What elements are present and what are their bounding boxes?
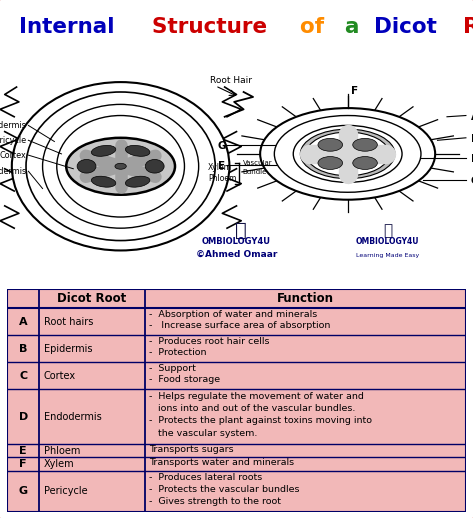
Text: Pericycle: Pericycle [44,486,88,496]
Text: B: B [471,134,473,144]
Text: -   Increase surface area of absorption: - Increase surface area of absorption [149,321,331,330]
Text: Structure: Structure [152,17,275,37]
Ellipse shape [12,82,229,251]
Text: Cortex: Cortex [0,151,26,160]
Text: ©Ahmed Omaar: ©Ahmed Omaar [196,250,277,258]
Text: -  Helps regulate the movement of water and: - Helps regulate the movement of water a… [149,392,364,401]
Ellipse shape [91,176,116,187]
Text: -  Support: - Support [149,364,196,373]
Text: Dicot: Dicot [374,17,445,37]
Text: Internal: Internal [18,17,122,37]
Circle shape [306,132,389,176]
Text: Cortex: Cortex [44,371,76,381]
Text: B: B [19,344,27,354]
Text: OMBIOLOGY4U: OMBIOLOGY4U [202,237,271,246]
Text: A: A [19,316,27,326]
Text: Pericycle: Pericycle [0,136,26,145]
Ellipse shape [353,156,377,169]
Ellipse shape [125,146,150,156]
Text: Xylem: Xylem [44,459,74,469]
Text: C: C [19,371,27,381]
Text: Transports water and minerals: Transports water and minerals [149,458,295,467]
Circle shape [260,108,435,200]
Text: F: F [351,86,359,96]
Ellipse shape [318,138,342,151]
Text: E: E [19,445,27,456]
Circle shape [274,116,421,192]
Text: of: of [300,17,332,37]
Circle shape [293,125,402,182]
Ellipse shape [57,116,184,217]
Text: Xylem: Xylem [208,163,232,172]
Text: C: C [471,176,473,186]
Text: Endodermis: Endodermis [44,412,102,422]
Ellipse shape [145,160,164,173]
Text: E: E [218,161,225,171]
Text: -  Absorption of water and minerals: - Absorption of water and minerals [149,310,317,319]
Circle shape [300,129,395,179]
Ellipse shape [26,92,215,240]
Text: F: F [19,459,27,469]
Text: 🔬: 🔬 [236,221,247,240]
Text: -  Produces lateral roots: - Produces lateral roots [149,473,263,482]
Text: the vascular system.: the vascular system. [149,429,258,438]
Text: -  Protection: - Protection [149,348,207,357]
Text: Epidermis: Epidermis [44,344,92,354]
Ellipse shape [125,176,150,187]
Text: -  Food storage: - Food storage [149,376,220,384]
Circle shape [66,138,175,195]
Text: Phloem: Phloem [44,445,80,456]
Ellipse shape [91,146,116,156]
Text: Transports sugars: Transports sugars [149,444,234,454]
Text: Phloem: Phloem [208,174,236,183]
Text: G: G [18,486,28,496]
Text: Root: Root [463,17,473,37]
Text: Vascular: Vascular [243,160,272,166]
Text: Bundle: Bundle [243,169,267,176]
Text: -  Protects the plant against toxins moving into: - Protects the plant against toxins movi… [149,416,372,425]
Text: D: D [18,412,28,422]
Text: 🔬: 🔬 [383,223,393,238]
Text: A: A [471,112,473,122]
Text: Learning Made Easy: Learning Made Easy [356,253,420,257]
Ellipse shape [353,138,377,151]
Text: Dicot Root: Dicot Root [57,292,127,305]
Ellipse shape [77,160,96,173]
Circle shape [115,163,126,169]
Text: a: a [345,17,367,37]
Ellipse shape [318,156,342,169]
Text: Root Hair: Root Hair [210,76,253,84]
Text: -  Produces root hair cells: - Produces root hair cells [149,337,270,346]
Ellipse shape [43,105,199,228]
Text: Endodermis: Endodermis [0,121,26,130]
Text: OMBIOLOGY4U: OMBIOLOGY4U [356,237,420,246]
FancyBboxPatch shape [7,289,466,512]
Text: -  Protects the vascular bundles: - Protects the vascular bundles [149,485,300,494]
Text: ions into and out of the vascular bundles.: ions into and out of the vascular bundle… [149,404,356,413]
Text: -  Gives strength to the root: - Gives strength to the root [149,497,281,506]
Text: Function: Function [277,292,334,305]
Text: Epidermis: Epidermis [0,167,26,176]
Text: Root hairs: Root hairs [44,316,93,326]
Text: G: G [218,141,226,151]
Text: D: D [471,154,473,164]
